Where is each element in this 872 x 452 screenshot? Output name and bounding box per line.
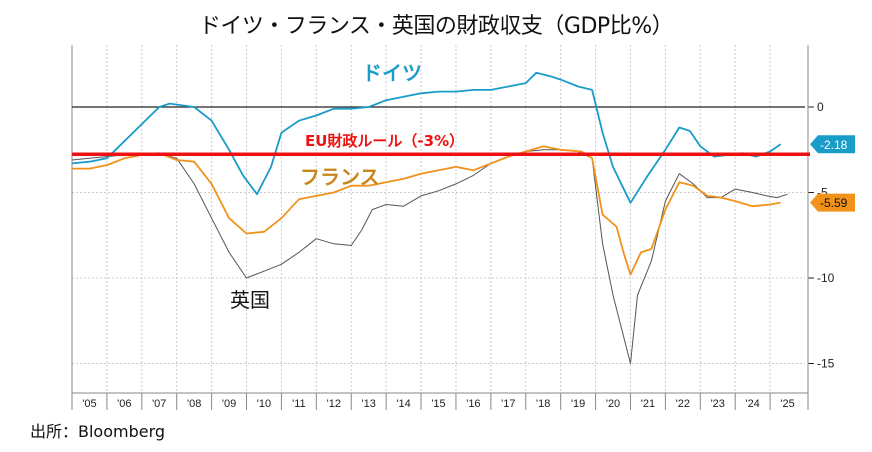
series-line-germany (71, 71, 782, 204)
series-line-france (72, 145, 781, 276)
x-tick-label: '25 (780, 398, 794, 410)
y-tick-label: -5 (817, 186, 828, 200)
series-label-uk: 英国 (230, 288, 270, 312)
x-tick-label: '09 (222, 398, 236, 410)
x-tick-label: '24 (745, 398, 759, 410)
x-tick-label: '12 (327, 398, 341, 410)
x-tick-label: '23 (711, 398, 725, 410)
x-tick-label: '14 (396, 398, 410, 410)
x-tick-label: '08 (187, 398, 201, 410)
x-tick-label: '19 (571, 398, 585, 410)
x-tick-label: '15 (431, 398, 445, 410)
chart-title: ドイツ・フランス・英国の財政収支（GDP比%） (198, 14, 674, 39)
x-tick-label: '06 (117, 398, 131, 410)
x-tick-label: '13 (362, 398, 376, 410)
y-tick-label: -10 (817, 271, 835, 285)
last-value-tag-germany (810, 135, 855, 154)
last-value-tag-france (810, 193, 855, 212)
x-tick-label: '16 (466, 398, 480, 410)
source-note: 出所：Bloomberg (30, 422, 166, 441)
series-label-germany: ドイツ (362, 61, 422, 85)
last-value-label-france: -5.59 (820, 196, 848, 210)
x-tick-label: '17 (501, 398, 515, 410)
x-tick-label: '10 (257, 398, 271, 410)
series-line-uk (71, 149, 788, 364)
x-tick-label: '11 (292, 398, 306, 410)
y-tick-label: -15 (817, 357, 835, 371)
x-tick-label: '22 (676, 398, 690, 410)
x-tick-label: '07 (152, 398, 166, 410)
x-tick-label: '20 (606, 398, 620, 410)
eu-rule-label: EU財政ルール（-3%） (305, 132, 464, 150)
x-tick-label: '18 (536, 398, 550, 410)
series-label-france: フランス (300, 165, 380, 189)
last-value-label-germany: -2.18 (820, 138, 848, 152)
x-tick-label: '05 (82, 398, 96, 410)
y-tick-label: 0 (817, 100, 824, 114)
x-tick-label: '21 (641, 398, 655, 410)
